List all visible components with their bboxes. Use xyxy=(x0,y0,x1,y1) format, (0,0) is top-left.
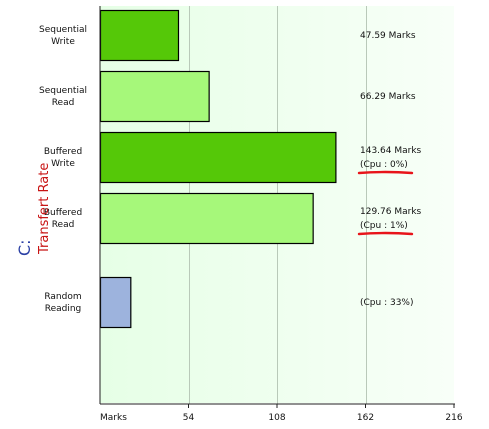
tick-label: 216 xyxy=(445,413,462,423)
bar xyxy=(99,276,132,329)
bar xyxy=(99,192,314,245)
category-label: Read xyxy=(52,220,75,230)
category-label: Buffered xyxy=(44,147,82,157)
value-label: (Cpu : 33%) xyxy=(360,298,413,308)
category-label: Write xyxy=(51,159,75,169)
category-label: Random xyxy=(44,292,81,302)
value-label: (Cpu : 0%) xyxy=(360,160,408,170)
category-label: Write xyxy=(51,37,75,47)
underline-mark xyxy=(357,231,414,236)
bar xyxy=(99,70,210,123)
bar xyxy=(99,9,180,62)
tick-label: 108 xyxy=(268,413,285,423)
y-axis-label: Transfert Rate xyxy=(37,163,52,255)
drive-label: C: xyxy=(15,239,34,256)
value-label: (Cpu : 1%) xyxy=(360,221,408,231)
tick-label: 162 xyxy=(357,413,374,423)
category-label: Sequential xyxy=(39,86,87,96)
value-label: 143.64 Marks xyxy=(360,146,422,156)
x-axis-unit-label: Marks xyxy=(100,413,127,423)
tick-label: 54 xyxy=(183,413,195,423)
value-label: 47.59 Marks xyxy=(360,31,416,41)
y-axis-title: C: Transfert Rate xyxy=(15,163,52,256)
value-label: 66.29 Marks xyxy=(360,92,416,102)
category-label: Buffered xyxy=(44,208,82,218)
bar xyxy=(99,131,337,184)
category-label: Reading xyxy=(45,304,82,314)
axis-title: C: Transfert Rate xyxy=(15,163,52,256)
category-label: Sequential xyxy=(39,25,87,35)
value-label: 129.76 Marks xyxy=(360,207,422,217)
underline-mark xyxy=(357,170,414,175)
category-label: Read xyxy=(52,98,75,108)
